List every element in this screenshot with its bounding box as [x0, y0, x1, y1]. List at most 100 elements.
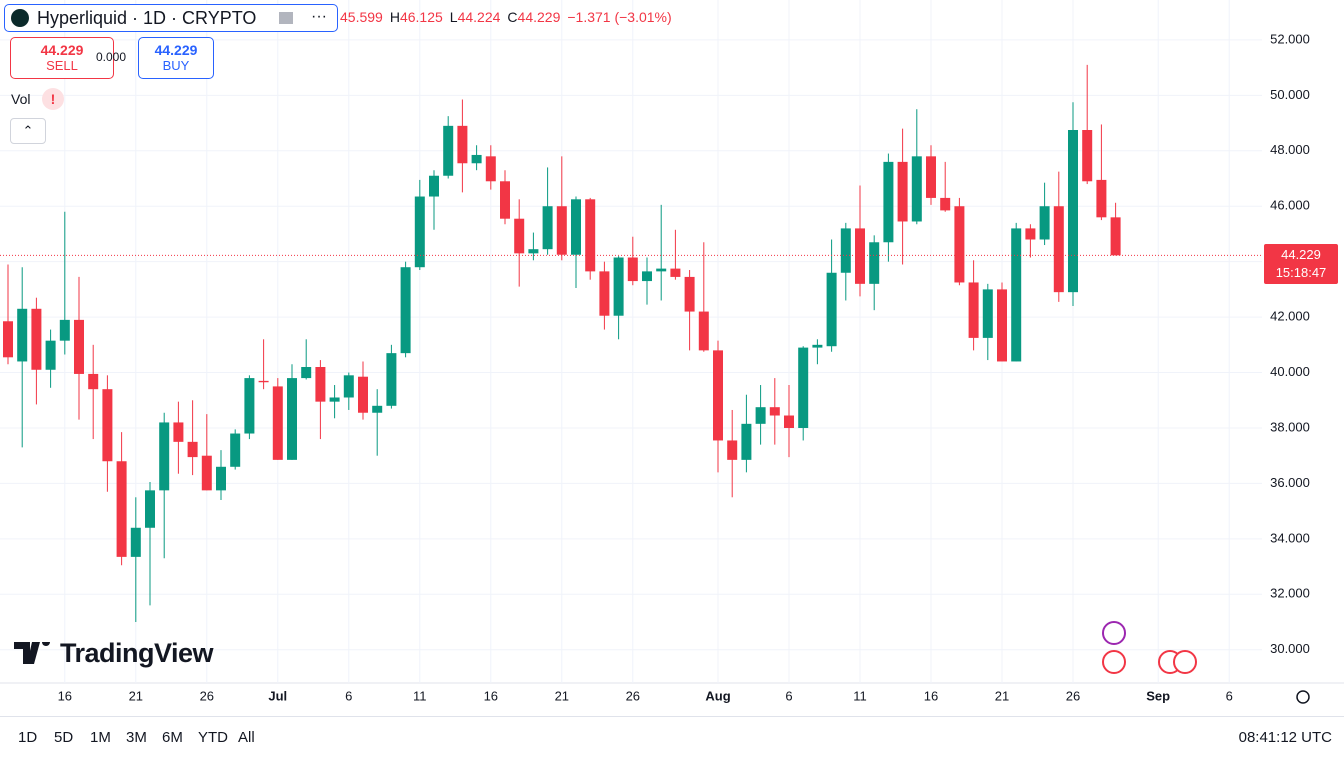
- range-button[interactable]: 6M: [162, 729, 183, 746]
- candle-body: [556, 206, 567, 255]
- range-button[interactable]: 1M: [90, 729, 111, 746]
- candle-body: [187, 441, 198, 458]
- candle-body: [769, 407, 780, 416]
- candle-body: [201, 455, 212, 491]
- candle-body: [784, 415, 794, 428]
- bottom-toolbar: 08:41:12 UTC 1D 5D 1M 3M 6M YTD All: [0, 716, 1344, 757]
- ohlc-legend: 45.599 H46.125 L44.224 C44.229 −1.371 (−3.01…: [340, 9, 679, 25]
- buy-price: 44.229: [154, 42, 198, 58]
- x-tick-label: 16: [58, 688, 72, 703]
- candle-body: [88, 373, 99, 390]
- candle-body: [926, 156, 936, 198]
- sell-button[interactable]: 44.229 SELL: [10, 37, 114, 79]
- candle-body: [1011, 228, 1022, 362]
- x-tick-label: 21: [995, 688, 1009, 703]
- y-tick-label: 30.000: [1270, 641, 1310, 656]
- x-tick-label: 11: [413, 688, 427, 703]
- candle-body: [386, 353, 397, 406]
- x-tick-label: 21: [555, 688, 569, 703]
- candle-body: [457, 125, 468, 164]
- candle-body: [500, 181, 510, 219]
- candle-body: [698, 311, 709, 351]
- x-tick-label: Jul: [268, 688, 287, 703]
- candle-body: [997, 289, 1007, 362]
- flag-icon[interactable]: [279, 12, 293, 24]
- open-value: 45.599: [340, 9, 383, 25]
- candle-body: [17, 308, 28, 362]
- candle-body: [741, 423, 752, 460]
- y-tick-label: 40.000: [1270, 364, 1310, 379]
- candle-body: [485, 156, 496, 182]
- x-tick-label: 6: [1226, 688, 1233, 703]
- range-button[interactable]: YTD: [198, 729, 228, 746]
- x-tick-label: 26: [626, 688, 640, 703]
- sell-price: 44.229: [40, 42, 84, 58]
- candle-body: [102, 389, 113, 462]
- clock: 08:41:12 UTC: [1238, 729, 1332, 746]
- range-button[interactable]: 1D: [18, 729, 38, 746]
- c-label: C: [507, 9, 518, 25]
- candle-body: [414, 196, 425, 268]
- candle-body: [1096, 179, 1107, 218]
- symbol-box[interactable]: Hyperliquid · 1D · CRYPTO ···: [4, 4, 338, 32]
- x-tick-label: Sep: [1146, 688, 1170, 703]
- y-tick-label: 46.000: [1270, 198, 1310, 213]
- candle-body: [287, 378, 297, 460]
- candle-body: [301, 367, 312, 379]
- x-tick-label: 26: [200, 688, 214, 703]
- event-icon: [1102, 650, 1126, 674]
- range-button[interactable]: 3M: [126, 729, 147, 746]
- candle-body: [471, 154, 482, 164]
- candle-body: [244, 378, 255, 434]
- candle-body: [1053, 206, 1064, 293]
- candle-body: [840, 228, 851, 273]
- more[interactable]: ···: [311, 8, 327, 25]
- y-tick-label: 42.000: [1270, 309, 1310, 324]
- high-value: 46.125: [399, 9, 443, 25]
- candle-body: [982, 289, 993, 338]
- candle-body: [230, 433, 241, 467]
- candle-body: [45, 340, 56, 370]
- collapse-button[interactable]: ⌃: [10, 118, 46, 144]
- candle-body: [216, 466, 226, 491]
- candle-body: [343, 375, 354, 398]
- range-button[interactable]: 5D: [54, 729, 74, 746]
- candle-body: [159, 422, 170, 491]
- candle-body: [855, 228, 865, 284]
- x-tick-label: Aug: [705, 688, 730, 703]
- candle-body: [514, 218, 525, 254]
- candle-body: [272, 386, 283, 460]
- x-tick-label: 21: [129, 688, 143, 703]
- vol-label: Vol: [11, 91, 31, 107]
- candle-body: [727, 440, 738, 460]
- candle-body: [329, 397, 340, 402]
- candle-body: [656, 268, 667, 272]
- candle-body: [599, 271, 610, 316]
- vol-alert[interactable]: !: [42, 88, 64, 110]
- x-tick-label: 16: [484, 688, 498, 703]
- candle-body: [571, 199, 581, 255]
- watermark-logo: [14, 642, 50, 664]
- y-tick-label: 36.000: [1270, 475, 1310, 490]
- candle-body: [1110, 217, 1121, 256]
- buy-button[interactable]: 44.229 BUY: [138, 37, 214, 79]
- watermark: TradingView: [60, 638, 214, 668]
- candle-body: [826, 272, 837, 347]
- candle-body: [613, 257, 624, 316]
- candle-body: [812, 344, 823, 348]
- candle-body: [755, 407, 766, 424]
- candle-body: [1025, 228, 1036, 240]
- countdown: 15:18:47: [1275, 265, 1327, 281]
- y-tick-label: 48.000: [1270, 142, 1310, 157]
- candle-body: [940, 197, 951, 211]
- l-label: L: [449, 9, 458, 25]
- candle-body: [542, 206, 553, 250]
- candle-body: [1082, 130, 1093, 182]
- candle-body: [31, 308, 42, 370]
- candle-body: [74, 319, 84, 374]
- candle-body: [954, 206, 965, 283]
- candle-body: [585, 199, 596, 272]
- y-tick-label: 52.000: [1270, 31, 1310, 46]
- range-button[interactable]: All: [238, 729, 255, 746]
